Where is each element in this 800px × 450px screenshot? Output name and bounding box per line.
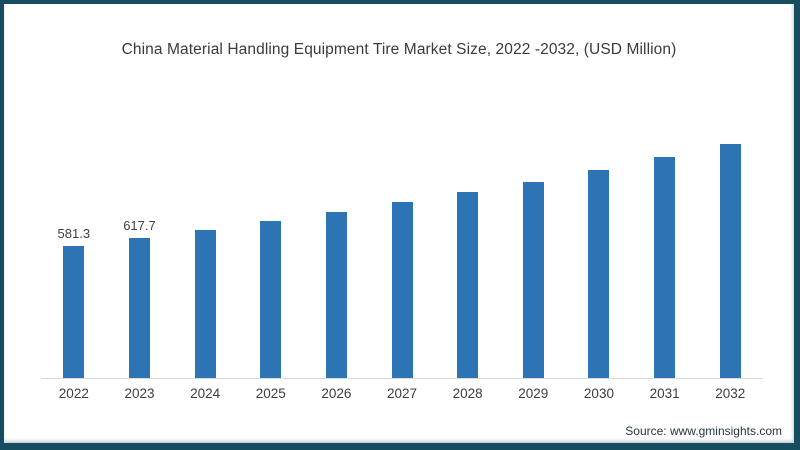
bar-column: 581.3 xyxy=(41,139,107,379)
bar xyxy=(522,182,544,379)
x-axis-tick-label: 2030 xyxy=(583,386,614,401)
bar xyxy=(325,212,347,379)
bar-column xyxy=(369,139,435,379)
bar-column xyxy=(238,139,304,379)
x-axis-tick-label: 2027 xyxy=(387,386,418,401)
bar xyxy=(457,192,479,379)
x-axis-line xyxy=(41,378,763,379)
bar-series: 581.3 617.7 xyxy=(41,139,763,379)
bar xyxy=(63,246,85,379)
x-axis-tick-label: 2026 xyxy=(321,386,352,401)
bar xyxy=(260,221,282,379)
bar-column: 617.7 xyxy=(107,139,173,379)
x-axis-tick-label: 2025 xyxy=(255,386,286,401)
x-axis-tick-label: 2031 xyxy=(649,386,680,401)
bar-column xyxy=(435,139,501,379)
bar xyxy=(588,170,610,379)
bar-column xyxy=(500,139,566,379)
bar-value-label: 581.3 xyxy=(57,226,91,241)
x-axis-tick-label: 2023 xyxy=(124,386,155,401)
x-axis-tick-label: 2032 xyxy=(715,386,746,401)
bar xyxy=(719,144,741,379)
source-credit: Source: www.gminsights.com xyxy=(625,424,782,438)
bar xyxy=(391,202,413,379)
bar xyxy=(194,230,216,379)
x-axis-tick-label: 2029 xyxy=(518,386,549,401)
x-axis-tick-label: 2024 xyxy=(190,386,221,401)
x-axis-tick-label: 2028 xyxy=(452,386,483,401)
x-axis-tick-label: 2022 xyxy=(58,386,89,401)
bar-column xyxy=(304,139,370,379)
bar xyxy=(654,157,676,379)
bar-column xyxy=(632,139,698,379)
bar xyxy=(128,238,150,379)
bar-column xyxy=(697,139,763,379)
x-axis-labels: 2022 2023 2024 2025 2026 2027 2028 2029 2030 2031… xyxy=(41,386,763,401)
bar-column xyxy=(172,139,238,379)
bar-column xyxy=(566,139,632,379)
bar-chart-plot: 581.3 617.7 xyxy=(41,139,763,379)
bar-value-label: 617.7 xyxy=(123,218,156,233)
chart-title: China Material Handling Equipment Tire M… xyxy=(121,41,677,58)
